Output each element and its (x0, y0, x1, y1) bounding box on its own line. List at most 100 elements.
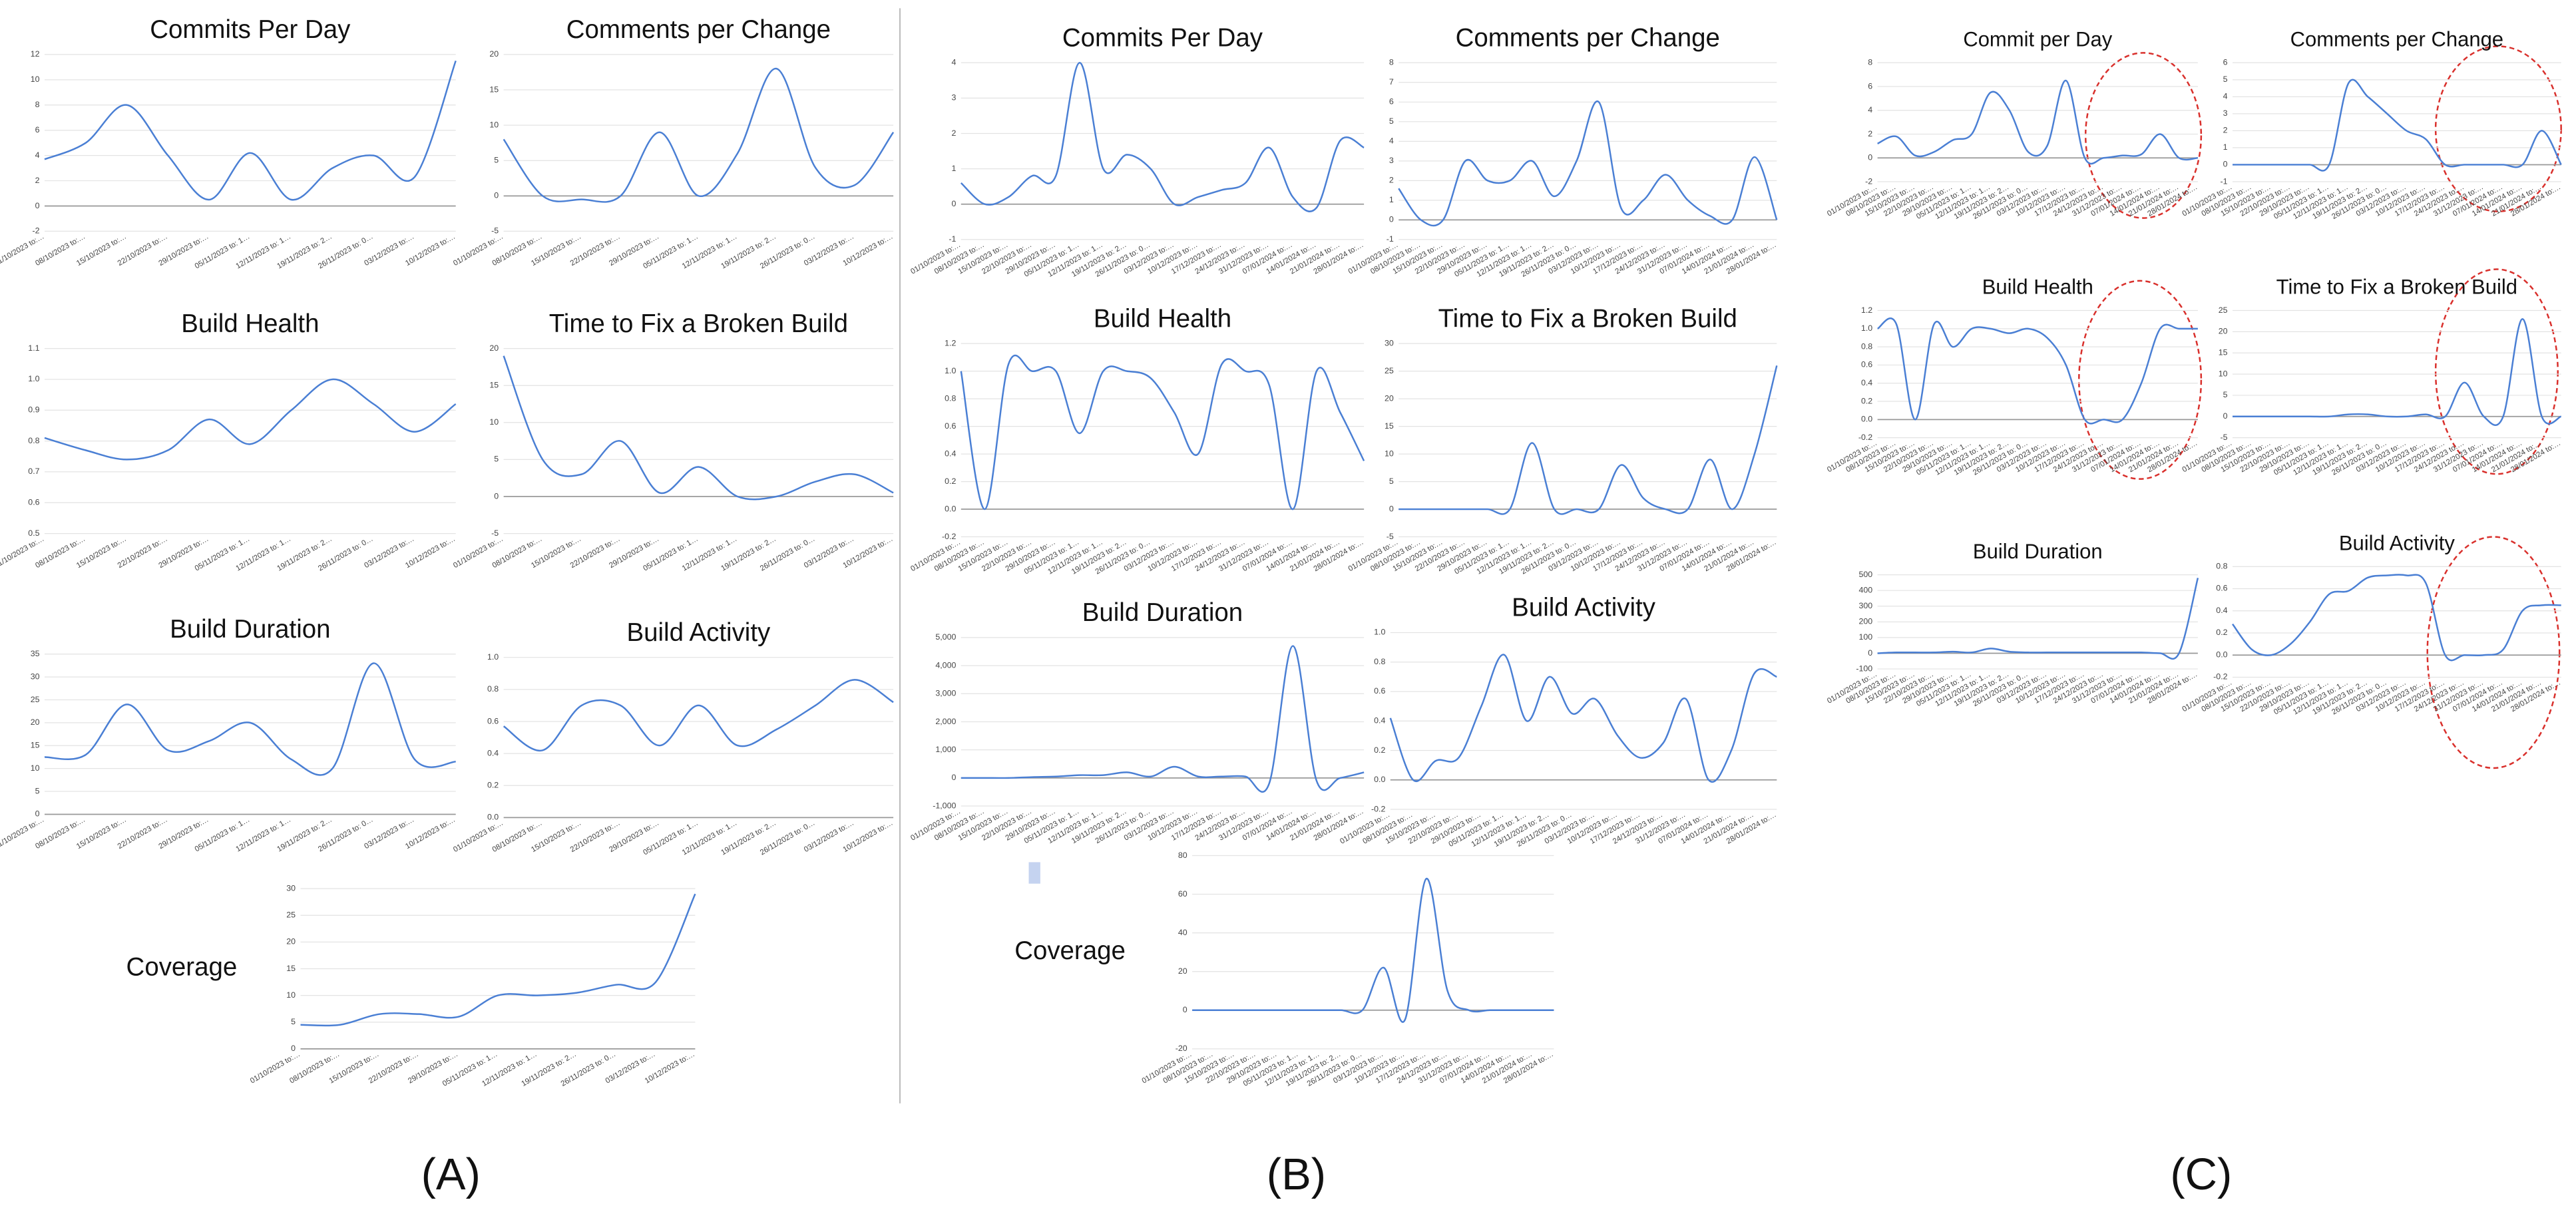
y-tick-label: 25 (2219, 305, 2228, 315)
y-tick-label: 2 (2223, 126, 2228, 135)
y-tick-label: 0.6 (945, 421, 956, 431)
chart-title: Build Health (181, 309, 319, 338)
y-tick-label: 0.9 (28, 405, 39, 415)
y-tick-label: 0.4 (1861, 378, 1872, 387)
y-tick-label: -1 (949, 234, 956, 244)
chart: Build Activity-0.20.00.20.40.60.801/10/2… (2181, 531, 2562, 716)
y-tick-label: 0 (1389, 215, 1394, 224)
y-tick-label: 0.0 (945, 504, 956, 513)
line-series (1192, 878, 1554, 1023)
y-tick-label: 8 (1868, 58, 1872, 67)
chart-title: Build Activity (627, 618, 771, 647)
y-tick-label: -5 (491, 226, 499, 236)
y-tick-label: 0.8 (2216, 561, 2227, 570)
y-tick-label: 0.4 (945, 449, 956, 458)
chart: Build Activity0.00.20.40.60.81.001/10/20… (452, 618, 895, 857)
line-series (44, 378, 457, 461)
y-tick-label: 0.0 (1374, 775, 1385, 784)
y-tick-label: -2 (33, 226, 40, 236)
line-series (503, 355, 894, 501)
y-tick-label: 2 (1389, 176, 1394, 185)
y-tick-label: 20 (489, 343, 499, 353)
y-tick-label: 20 (489, 49, 499, 59)
y-tick-label: -5 (491, 528, 499, 538)
y-tick-label: 15 (1385, 421, 1394, 431)
y-tick-label: 4 (2223, 92, 2228, 101)
y-tick-label: 5 (1389, 477, 1394, 486)
y-tick-label: 4 (1389, 136, 1394, 146)
y-tick-label: 2 (951, 128, 956, 138)
y-tick-label: 1.1 (28, 343, 39, 353)
y-tick-label: -5 (2221, 433, 2228, 442)
y-tick-label: 0.0 (2216, 650, 2227, 659)
y-tick-label: 5 (494, 155, 499, 164)
y-tick-label: 1.2 (1861, 305, 1872, 315)
y-tick-label: 0.0 (487, 813, 499, 822)
y-tick-label: 15 (31, 741, 40, 750)
chart-title: Coverage (126, 953, 238, 982)
y-tick-label: 20 (31, 717, 40, 727)
highlights (2078, 45, 2562, 769)
y-tick-label: 0.8 (28, 436, 39, 445)
y-tick-label: 0.6 (487, 716, 499, 725)
y-tick-label: 1 (951, 164, 956, 173)
chart: Build Health0.50.60.70.80.91.01.101/10/2… (0, 309, 457, 573)
y-tick-label: 1.0 (1374, 628, 1385, 637)
y-tick-label: 35 (31, 649, 40, 658)
y-tick-label: 500 (1859, 570, 1873, 579)
y-tick-label: 2 (1868, 129, 1872, 138)
y-tick-label: 0 (494, 491, 499, 501)
y-tick-label: -0.2 (2213, 672, 2227, 682)
y-tick-label: 0 (1183, 1005, 1187, 1014)
y-tick-label: 6 (35, 125, 40, 134)
y-tick-label: 0.2 (2216, 628, 2227, 637)
y-tick-label: 0 (35, 201, 40, 210)
y-tick-label: -0.2 (942, 532, 956, 541)
line-series (961, 645, 1365, 793)
y-tick-label: 12 (31, 49, 40, 59)
line-series (300, 893, 696, 1027)
line-series (503, 679, 894, 751)
y-tick-label: 15 (286, 964, 296, 973)
y-tick-label: 30 (286, 883, 296, 893)
y-tick-label: 0 (35, 809, 40, 819)
line-series (1398, 365, 1778, 515)
y-tick-label: -5 (1387, 532, 1394, 541)
line-series (1398, 100, 1778, 227)
y-tick-label: -0.2 (1858, 433, 1872, 442)
chart-title: Time to Fix a Broken Build (1438, 304, 1737, 333)
y-tick-label: 10 (489, 417, 499, 427)
highlight-ellipse (2426, 536, 2561, 769)
y-tick-label: -1 (1387, 234, 1394, 244)
chart: Comments per Change-50510152001/10/2023 … (452, 15, 895, 270)
chart: Build Duration-100010020030040050001/10/… (1826, 540, 2199, 708)
y-tick-label: 6 (1868, 81, 1872, 91)
y-tick-label: 4 (35, 150, 40, 160)
y-tick-label: 0 (1868, 153, 1872, 162)
chart-title: Build Activity (1512, 594, 1656, 622)
chart-title: Commits Per Day (1062, 23, 1263, 52)
y-tick-label: 2,000 (935, 717, 956, 726)
y-tick-label: 0.8 (1374, 657, 1385, 666)
chart: Build Health-0.20.00.20.40.60.81.01.201/… (1826, 276, 2199, 477)
y-tick-label: 8 (35, 100, 40, 109)
highlight-ellipse (2078, 280, 2203, 480)
y-tick-label: 0.6 (1861, 360, 1872, 369)
y-tick-label: 30 (1385, 338, 1394, 347)
y-tick-label: 25 (286, 911, 296, 920)
chart: Time to Fix a Broken Build-50510152001/1… (452, 309, 895, 573)
y-tick-label: 0.2 (487, 781, 499, 790)
chart-title: Commit per Day (1963, 27, 2112, 51)
line-series (1877, 79, 2199, 165)
y-tick-label: 0 (951, 199, 956, 208)
y-tick-label: 1.0 (1861, 323, 1872, 333)
y-tick-label: 10 (286, 990, 296, 1000)
y-tick-label: 0.2 (1861, 396, 1872, 405)
y-tick-label: 0.6 (2216, 584, 2227, 593)
y-tick-label: 0 (2223, 160, 2228, 169)
